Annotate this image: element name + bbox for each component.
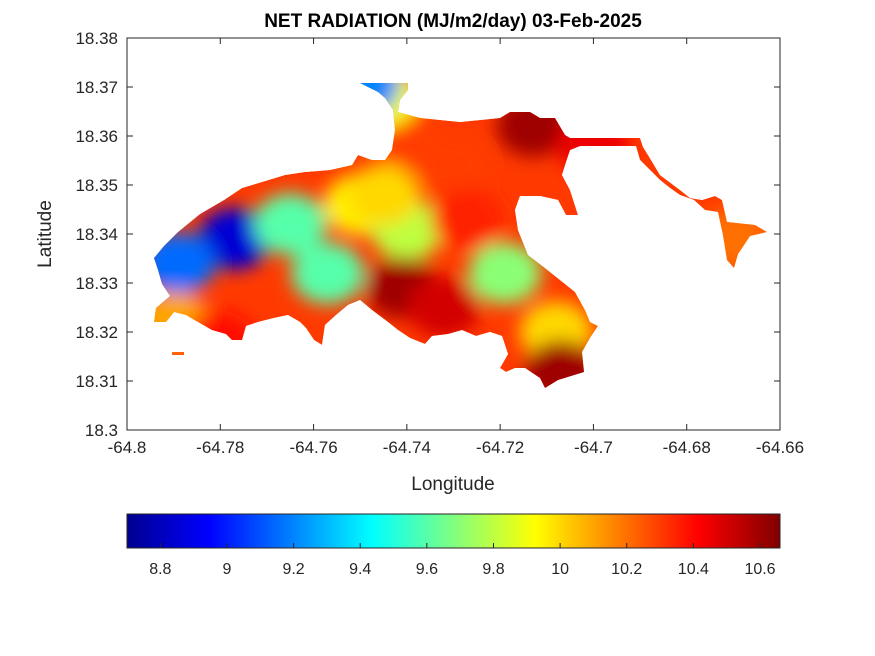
field-center-10	[407, 276, 481, 339]
x-axis: -64.8 -64.78 -64.76 -64.74 -64.72 -64.7 -64.68…	[108, 38, 804, 457]
colorbar: 8.8 9 9.2 9.4 9.6 9.8 10 10.2 10.4 10.6	[126, 513, 781, 578]
colorbar-tick-label: 9	[222, 561, 231, 578]
x-tick-label: -64.66	[756, 438, 804, 457]
colorbar-gradient	[126, 513, 781, 549]
colorbar-tick-label: 9.6	[416, 561, 438, 578]
x-tick-label: -64.7	[574, 438, 613, 457]
field-center-3	[291, 242, 364, 304]
y-tick-label: 18.37	[75, 78, 118, 97]
colorbar-ticks: 8.8 9 9.2 9.4 9.6 9.8 10 10.2 10.4 10.6	[149, 543, 776, 578]
colorbar-tick-label: 10.6	[744, 561, 775, 578]
y-tick-label: 18.3	[85, 421, 118, 440]
colorbar-tick-label: 10	[551, 561, 569, 578]
y-tick-label: 18.36	[75, 127, 118, 146]
y-tick-label: 18.34	[75, 225, 118, 244]
y-tick-label: 18.32	[75, 323, 118, 342]
field-center-0	[197, 208, 271, 270]
x-tick-label: -64.72	[476, 438, 524, 457]
x-tick-label: -64.68	[663, 438, 711, 457]
x-tick-label: -64.8	[108, 438, 147, 457]
y-tick-label: 18.31	[75, 372, 118, 391]
colorbar-tick-label: 9.4	[349, 561, 371, 578]
y-tick-label: 18.33	[75, 274, 118, 293]
colorbar-tick-label: 10.4	[678, 561, 709, 578]
x-tick-label: -64.76	[289, 438, 337, 457]
field-center-8	[347, 164, 420, 226]
x-axis-label: Longitude	[411, 474, 494, 495]
x-tick-label: -64.78	[196, 438, 244, 457]
colorbar-tick-label: 10.2	[611, 561, 642, 578]
y-axis-label: Latitude	[35, 200, 56, 268]
field-center-2	[253, 193, 327, 255]
field-center-13	[431, 188, 504, 251]
x-tick-label: -64.74	[383, 438, 431, 457]
y-axis: 18.3 18.31 18.32 18.33 18.34 18.35 18.36 18.37 1…	[75, 29, 780, 440]
field-center-6	[468, 242, 542, 304]
colorbar-tick-label: 9.8	[482, 561, 504, 578]
y-tick-label: 18.38	[75, 29, 118, 48]
y-tick-label: 18.35	[75, 176, 118, 195]
colorbar-tick-label: 9.2	[282, 561, 304, 578]
chart-title: NET RADIATION (MJ/m2/day) 03-Feb-2025	[264, 11, 642, 32]
plot-area: -64.8 -64.78 -64.76 -64.74 -64.72 -64.7 -64.68…	[75, 29, 804, 457]
colorbar-tick-label: 8.8	[149, 561, 171, 578]
